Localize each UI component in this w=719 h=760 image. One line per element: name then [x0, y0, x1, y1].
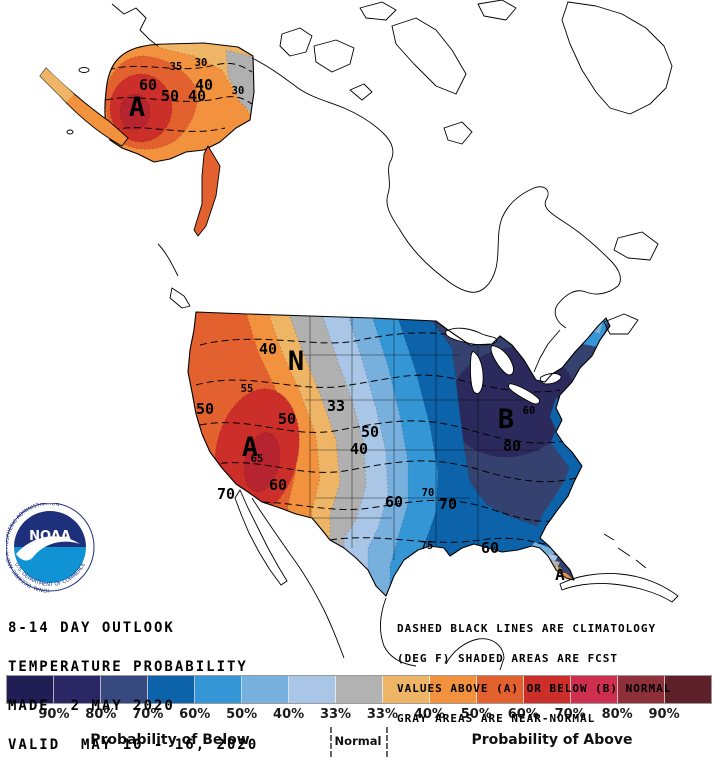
contour-label-50: 50 — [361, 423, 379, 441]
conus-outline — [187, 311, 611, 597]
colorbar-cell-below60_70 — [148, 676, 195, 703]
notes-line-1: DASHED BLACK LINES ARE CLIMATOLOGY — [397, 622, 657, 635]
colorbar-cell-above60_70 — [524, 676, 571, 703]
tick-label-below-70: 70% — [132, 707, 164, 722]
probability-of-below-label: Probability of Below — [90, 732, 250, 748]
legend-footer: Probability of Below Normal Probability … — [0, 727, 719, 760]
tick-label-below-50: 50% — [226, 707, 258, 722]
tick-label-below-40: 40% — [273, 707, 305, 722]
colorbar-cell-above40_50 — [430, 676, 477, 703]
tick-label-below-33: 33% — [319, 707, 352, 722]
tick-label-above-70: 70% — [554, 707, 586, 722]
contour-label-33: 33 — [327, 397, 345, 415]
probability-of-above-label: Probability of Above — [471, 732, 633, 748]
contour-label-80: 80 — [503, 437, 521, 455]
tick-label-above-33: 33% — [366, 707, 399, 722]
colorbar-tick-labels: 90% 80% 70% 60% 50% 40% 33% 33% 40% 50% 60% 70% 80% 9… — [0, 707, 719, 725]
notes-line-2: (DEG F) SHADED AREAS ARE FCST — [397, 652, 619, 665]
colorbar-cell-below50_60 — [195, 676, 242, 703]
colorbar-cell-below80_90 — [54, 676, 101, 703]
colorbar-cell-below70_80 — [101, 676, 148, 703]
contour-label-60: 60 — [481, 539, 499, 557]
contour-label-65: 65 — [251, 453, 264, 465]
contour-label-35: 35 — [170, 61, 183, 73]
title-line-3: MADE 2 MAY 2020 — [8, 698, 175, 714]
tick-label-below-90: 90% — [38, 707, 70, 722]
title-line-4: VALID MAY 10 - 16, 2020 — [8, 737, 259, 753]
mexico-caribbean-coastlines — [234, 489, 679, 671]
contour-label-40: 40 — [259, 340, 277, 358]
canada-coastlines — [111, 0, 673, 373]
title-block: 8-14 DAY OUTLOOK TEMPERATURE PROBABILITY… — [8, 596, 258, 760]
title-line-1: 8-14 DAY OUTLOOK — [8, 620, 175, 636]
normal-left-divider — [330, 727, 332, 757]
contour-label-30: 30 — [232, 85, 245, 97]
state-borders — [300, 316, 540, 560]
notes-line-3: VALUES ABOVE (A) OR BELOW (B) NORMAL — [397, 682, 672, 695]
contour-label-75: 75 — [421, 540, 434, 552]
colorbar-cell-above90 — [665, 676, 711, 703]
colorbar-cell-above80_90 — [618, 676, 665, 703]
contour-label-70: 70 — [422, 487, 435, 499]
contour-label-55: 55 — [241, 383, 254, 395]
colorbar-cell-below40_50 — [242, 676, 289, 703]
colorbar-cell-below90 — [7, 676, 54, 703]
normal-label: Normal — [334, 734, 382, 748]
contour-label-70: 70 — [217, 485, 235, 503]
climatology-isotherms — [195, 332, 577, 547]
region-letter-B: B — [498, 404, 514, 435]
region-letter-A: A — [129, 92, 145, 123]
tick-label-below-80: 80% — [85, 707, 117, 722]
tick-label-above-90: 90% — [648, 707, 680, 722]
tick-label-above-60: 60% — [507, 707, 539, 722]
contour-label-50: 50 — [161, 87, 179, 105]
contour-label-60: 60 — [139, 76, 157, 94]
tick-label-above-50: 50% — [460, 707, 492, 722]
region-letter-A: A — [242, 432, 258, 463]
contour-label-50: 50 — [196, 400, 214, 418]
noaa-logo: NOAA NATIONAL OCEANIC AND ATMOSPHERIC AD… — [6, 503, 95, 593]
colorbar-cell-nearnormal — [336, 676, 383, 703]
title-line-2: TEMPERATURE PROBABILITY — [8, 659, 248, 675]
probability-colorbar — [6, 675, 712, 704]
notes-block: DASHED BLACK LINES ARE CLIMATOLOGY (DEG … — [397, 604, 671, 744]
colorbar-cell-above50_60 — [477, 676, 524, 703]
noaa-seagull-icon — [16, 536, 80, 561]
contour-label-40: 40 — [350, 440, 368, 458]
noaa-logo-text: NOAA — [29, 529, 71, 544]
contour-label-60: 60 — [269, 476, 287, 494]
contour-label-40: 40 — [188, 87, 206, 105]
contour-label-30: 30 — [195, 57, 208, 69]
contour-label-60: 60 — [385, 493, 403, 511]
region-letter-A: A — [555, 565, 565, 584]
colorbar-cell-above33_40 — [383, 676, 430, 703]
contour-label-70: 70 — [439, 495, 457, 513]
contour-label-60: 60 — [523, 405, 536, 417]
contour-label-40: 40 — [195, 76, 213, 94]
conus-probability-shading — [188, 312, 610, 596]
colorbar-cell-above70_80 — [571, 676, 618, 703]
alaska-region — [39, 42, 255, 237]
tick-label-below-60: 60% — [179, 707, 211, 722]
notes-line-4: GRAY AREAS ARE NEAR-NORMAL — [397, 712, 596, 725]
tick-label-above-40: 40% — [413, 707, 445, 722]
colorbar-cell-below33_40 — [289, 676, 336, 703]
contour-label-50: 50 — [278, 410, 296, 428]
tick-label-above-80: 80% — [601, 707, 633, 722]
normal-right-divider — [386, 727, 388, 757]
region-letter-N: N — [288, 346, 304, 377]
